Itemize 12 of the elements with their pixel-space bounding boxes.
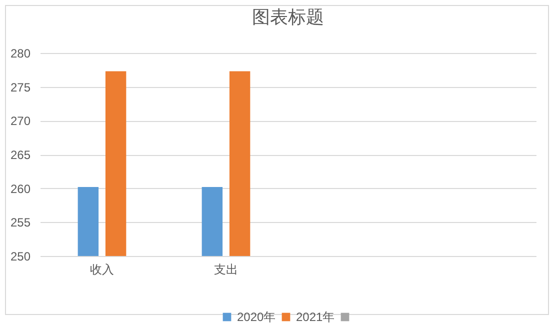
- y-tick-label: 250: [10, 250, 31, 264]
- x-tick-label: 收入: [90, 262, 114, 276]
- y-tick-label: 260: [10, 182, 31, 196]
- y-tick-label: 255: [10, 216, 31, 230]
- y-tick-label: 270: [10, 114, 31, 128]
- legend-label: 2020年: [237, 310, 276, 324]
- y-tick-label: 265: [10, 148, 31, 162]
- chart-title: 图表标题: [252, 7, 324, 27]
- legend-label: 2021年: [296, 310, 335, 324]
- y-tick-label: 280: [10, 46, 31, 60]
- x-tick-label: 支出: [214, 262, 238, 276]
- y-tick-label: 275: [10, 80, 31, 94]
